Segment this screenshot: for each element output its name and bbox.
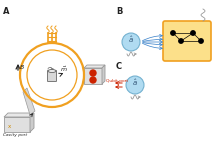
Circle shape — [179, 39, 183, 43]
Ellipse shape — [48, 69, 56, 72]
Circle shape — [90, 77, 96, 83]
FancyBboxPatch shape — [163, 21, 211, 61]
Polygon shape — [4, 113, 34, 117]
Text: $\vec{m}$: $\vec{m}$ — [60, 65, 68, 74]
Circle shape — [171, 31, 175, 35]
Polygon shape — [84, 65, 105, 68]
Circle shape — [126, 76, 144, 94]
Polygon shape — [30, 113, 34, 132]
Circle shape — [90, 70, 96, 76]
Circle shape — [122, 33, 140, 51]
Text: $\hat{a}$: $\hat{a}$ — [132, 78, 138, 88]
Polygon shape — [4, 117, 30, 132]
Polygon shape — [84, 68, 102, 84]
Text: A: A — [3, 7, 9, 16]
Text: B: B — [20, 65, 24, 70]
Text: $\hat{a}$: $\hat{a}$ — [128, 35, 134, 45]
Circle shape — [199, 39, 203, 43]
FancyBboxPatch shape — [48, 70, 57, 81]
Text: Qubit port: Qubit port — [106, 79, 128, 83]
Text: x: x — [8, 124, 11, 129]
Text: Cavity port: Cavity port — [3, 133, 27, 137]
Text: B: B — [116, 7, 122, 16]
Polygon shape — [102, 65, 105, 84]
Polygon shape — [23, 88, 35, 115]
Circle shape — [191, 31, 195, 35]
Text: C: C — [116, 62, 122, 71]
